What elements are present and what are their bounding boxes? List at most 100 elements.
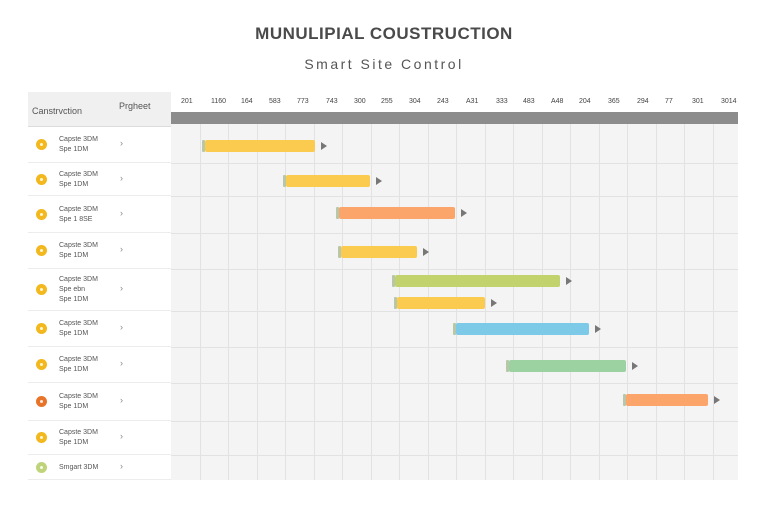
status-dot-icon	[36, 359, 47, 370]
task-label-line: Capste 3DM	[59, 205, 98, 213]
chevron-right-icon[interactable]: ›	[120, 207, 123, 218]
task-bar[interactable]	[336, 207, 455, 219]
task-label-line: Spe 1DM	[59, 180, 89, 188]
grid-column-line	[598, 124, 600, 480]
chevron-right-icon[interactable]: ›	[120, 395, 123, 405]
task-label-line: Spe 1 8SE	[59, 215, 93, 223]
task-label-line: Capste 3DM	[59, 393, 98, 400]
date-label: 365	[608, 98, 620, 105]
status-dot-icon	[36, 138, 47, 150]
task-label-line: Spe 1DM	[59, 330, 89, 337]
task-row[interactable]: Capste 3DM Spe 1DM ›	[28, 421, 171, 455]
task-label-line: Capste 3DM	[59, 356, 98, 363]
task-label: Capste 3DM Spe 1DM	[59, 428, 98, 448]
task-row[interactable]: Capste 3DM Spe ebn Spe 1DM ›	[28, 269, 171, 311]
grid-column-line	[541, 124, 543, 480]
task-label-line: Capste 3DM	[59, 429, 98, 436]
grid-column-line	[199, 124, 201, 480]
date-label: 3014	[721, 98, 737, 105]
status-dot-icon	[36, 323, 47, 334]
chevron-right-icon[interactable]: ›	[120, 244, 123, 254]
status-dot-icon	[36, 173, 47, 185]
page-subtitle: Smart Site Control	[304, 56, 464, 72]
chevron-right-icon[interactable]: ›	[120, 358, 123, 368]
task-label: Capste 3DM Spe 1DM	[59, 319, 98, 339]
task-label-line: Spe 1DM	[59, 252, 89, 259]
date-label: A48	[551, 98, 564, 105]
task-label-line: Spe 1DM	[59, 296, 89, 303]
bar-start-marker	[623, 394, 626, 406]
chevron-right-icon[interactable]: ›	[120, 322, 123, 332]
task-bar[interactable]	[392, 275, 560, 287]
task-row[interactable]: Capste 3DM Spe 1DM ›	[28, 126, 171, 163]
date-label: 773	[297, 98, 309, 105]
bar-start-marker	[394, 297, 397, 309]
task-row[interactable]: Smgart 3DM ›	[28, 455, 171, 480]
grid-column-line	[570, 124, 571, 480]
task-row[interactable]: Capste 3DM Spe 1DM ›	[28, 163, 171, 196]
grid-column-line	[627, 124, 628, 480]
task-bar[interactable]	[283, 175, 370, 187]
date-label: 1160	[211, 98, 227, 105]
grid-row-line	[171, 347, 738, 348]
date-label: 743	[326, 98, 338, 105]
arrow-right-icon	[595, 325, 601, 333]
task-label: Capste 3DM Spe ebn Spe 1DM	[59, 275, 98, 305]
date-label: 300	[354, 98, 366, 105]
chevron-right-icon[interactable]: ›	[120, 431, 123, 441]
task-row[interactable]: Capste 3DM Spe 1DM ›	[28, 383, 171, 421]
task-row[interactable]: Capste 3DM Spe 1 8SE ›	[28, 196, 171, 233]
task-bar[interactable]	[394, 297, 485, 309]
arrow-right-icon	[714, 396, 720, 404]
status-dot-icon	[36, 396, 47, 407]
task-row[interactable]: Capste 3DM Spe 1DM ›	[28, 233, 171, 269]
bar-start-marker	[202, 140, 205, 152]
grid-column-line	[513, 124, 514, 480]
bar-start-marker	[283, 175, 286, 187]
task-bar[interactable]	[506, 360, 626, 372]
task-label-line: Capste 3DM	[59, 135, 98, 143]
grid-column-line	[228, 124, 229, 480]
bar-start-marker	[453, 323, 456, 335]
task-label: Capste 3DM Spe 1DM	[59, 135, 98, 155]
arrow-right-icon	[566, 277, 572, 285]
grid-row-line	[171, 383, 738, 384]
task-label-line: Capste 3DM	[59, 320, 98, 327]
task-label-line: Capste 3DM	[59, 242, 98, 249]
grid-row-line	[171, 421, 738, 422]
task-label: Capste 3DM Spe 1DM	[59, 392, 98, 412]
task-label: Smgart 3DM	[59, 463, 98, 473]
task-list-header: Canstrvction Prgheet	[28, 92, 171, 127]
chevron-right-icon[interactable]: ›	[120, 460, 123, 471]
chevron-right-icon[interactable]: ›	[120, 137, 123, 148]
arrow-right-icon	[491, 299, 497, 307]
chevron-right-icon[interactable]: ›	[120, 172, 123, 183]
task-row[interactable]: Capste 3DM Spe 1DM ›	[28, 347, 171, 383]
timeline-area: 201 1160 164 583 773 743 300 255 304 243 A31 333 483…	[171, 92, 738, 480]
task-list-panel: Canstrvction Prgheet Capste 3DM Spe 1DM › C…	[28, 92, 172, 480]
status-dot-icon	[36, 208, 47, 220]
task-row[interactable]: Capste 3DM Spe 1DM ›	[28, 311, 171, 347]
task-bar[interactable]	[453, 323, 589, 335]
date-label: 243	[437, 98, 449, 105]
date-label: 301	[692, 98, 704, 105]
grid-row-line	[171, 196, 738, 197]
grid-column-line	[256, 124, 258, 480]
status-dot-icon	[36, 245, 47, 256]
arrow-right-icon	[321, 142, 327, 150]
date-label: 483	[523, 98, 535, 105]
date-label: 304	[409, 98, 421, 105]
grid-row-line	[171, 311, 738, 312]
page-title: MUNULIPIAL COUSTRUCTION	[255, 24, 513, 43]
bar-start-marker	[506, 360, 509, 372]
task-bar[interactable]	[623, 394, 708, 406]
date-label: A31	[466, 98, 479, 105]
grid-row-line	[171, 455, 738, 456]
task-label-line: Capste 3DM	[59, 170, 98, 178]
task-bar[interactable]	[338, 246, 417, 258]
arrow-right-icon	[632, 362, 638, 370]
timeline-date-header: 201 1160 164 583 773 743 300 255 304 243 A31 333 483…	[171, 92, 738, 112]
grid-column-line	[712, 124, 714, 480]
chevron-right-icon[interactable]: ›	[120, 283, 123, 293]
task-bar[interactable]	[202, 140, 315, 152]
